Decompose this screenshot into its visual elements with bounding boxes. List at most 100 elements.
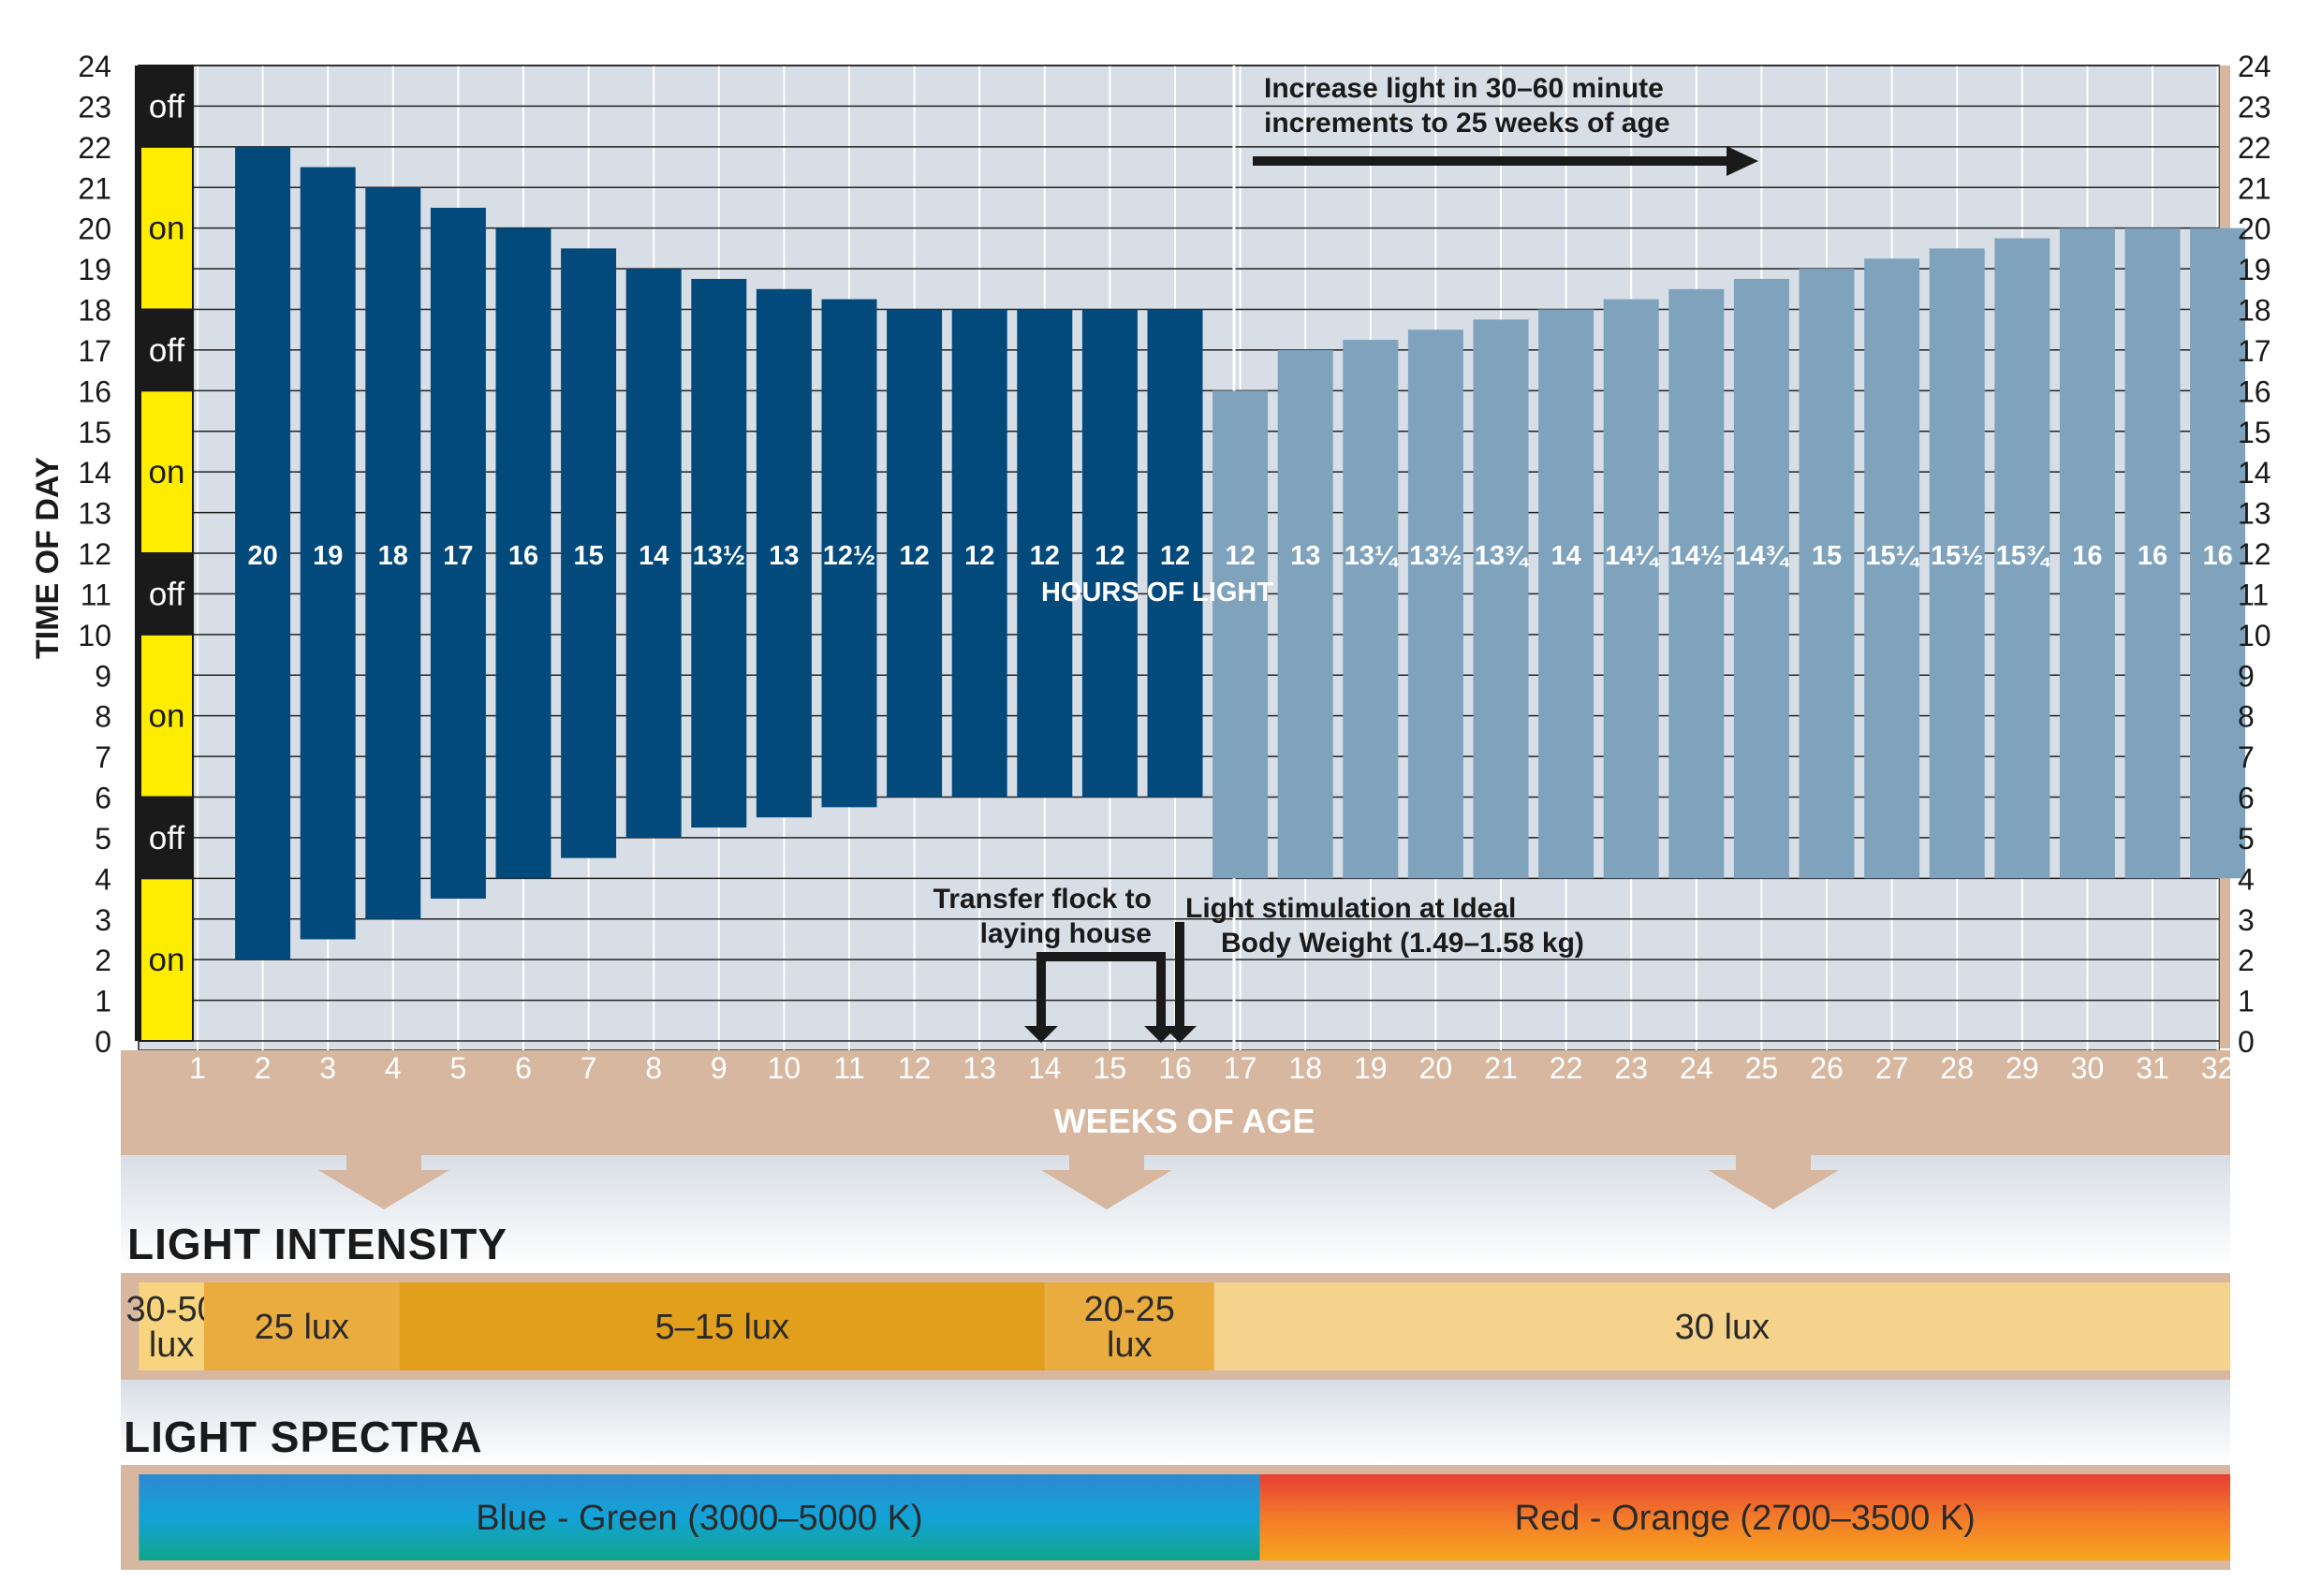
y-tick-left: 23 (78, 90, 111, 124)
intensity-band-label: 25 lux (255, 1308, 349, 1347)
bar-week-7 (561, 248, 617, 858)
transfer-annotation: Transfer flock to laying house (871, 882, 1152, 951)
bar-week-29 (1994, 238, 2050, 879)
y-tick-right: 5 (2238, 822, 2255, 856)
x-tick: 30 (2071, 1051, 2105, 1085)
y-tick-right: 1 (2238, 985, 2255, 1018)
x-tick: 28 (1940, 1051, 1974, 1085)
x-tick: 21 (1484, 1051, 1518, 1085)
y-tick-left: 6 (95, 782, 111, 815)
bar-label-week-22: 14 (1550, 541, 1580, 571)
y-tick-left: 18 (78, 294, 111, 328)
bar-week-16 (1147, 309, 1203, 798)
x-tick: 11 (833, 1051, 864, 1085)
spectra-band-label: Blue - Green (3000–5000 K) (476, 1499, 922, 1538)
day-strip-off-label: off (149, 576, 185, 612)
x-tick: 24 (1680, 1051, 1713, 1085)
bars-group (235, 146, 2246, 960)
down-arrow-middle (1041, 1155, 1172, 1209)
bar-label-week-16: 12 (1160, 541, 1190, 571)
day-strip-on-segment (140, 877, 194, 1042)
increase-light-line2: increments to 25 weeks of age (1264, 108, 1670, 139)
x-tick: 13 (963, 1051, 996, 1085)
x-tick: 32 (2201, 1051, 2235, 1085)
spectra-band (139, 1474, 1260, 1560)
stimulation-line2: Body Weight (1.49–1.58 kg) (1221, 928, 1584, 959)
day-strip-on-segment (140, 145, 194, 311)
bar-label-week-31: 16 (2138, 541, 2168, 571)
bar-labels-group: 20 19 18 17 16 15 14 13½ 13 12½ 12 12 12 12 12 12 13 13¼ 1… (247, 541, 2232, 571)
day-strip-off-label: off (149, 88, 185, 124)
bar-week-25 (1733, 278, 1789, 879)
light-spectra-title: LIGHT SPECTRA (124, 1413, 483, 1461)
x-tick: 18 (1288, 1051, 1322, 1085)
y-tick-left: 13 (78, 497, 111, 531)
y-tick-right: 24 (2238, 50, 2271, 83)
bar-label-week-21: 13¾ (1475, 541, 1530, 571)
bar-week-30 (2059, 227, 2115, 879)
y-tick-right: 19 (2238, 253, 2271, 286)
bar-week-10 (756, 288, 812, 818)
x-tick: 17 (1224, 1051, 1257, 1085)
bar-center-label: HOURS OF LIGHT (1041, 578, 1273, 608)
x-tick: 14 (1028, 1051, 1062, 1085)
bar-label-week-10: 13 (769, 541, 799, 571)
bar-week-11 (821, 299, 877, 808)
bar-label-week-18: 13 (1290, 541, 1320, 571)
day-strip-off-segment (140, 552, 194, 636)
intensity-band-label: 5–15 lux (654, 1308, 789, 1347)
y-tick-right: 0 (2238, 1025, 2255, 1059)
x-tick: 10 (768, 1051, 801, 1085)
y-tick-right: 17 (2238, 334, 2271, 368)
bar-label-week-3: 19 (313, 541, 343, 571)
x-tick: 26 (1810, 1051, 1844, 1085)
y-tick-left: 2 (95, 944, 111, 977)
spectra-band (1259, 1474, 2230, 1560)
bar-week-17 (1212, 390, 1269, 879)
y-tick-right: 23 (2238, 90, 2271, 124)
y-tick-left: 22 (78, 131, 111, 165)
y-tick-left: 16 (78, 374, 111, 408)
down-arrow-right (1708, 1155, 1839, 1209)
y-tick-left: 14 (78, 456, 111, 490)
x-tick: 2 (255, 1051, 272, 1085)
bar-label-week-11: 12½ (823, 541, 875, 571)
bar-label-week-17: 12 (1225, 541, 1255, 571)
stimulation-annotation: Light stimulation at Ideal Body Weight (… (1185, 891, 1691, 960)
x-tick: 25 (1745, 1051, 1779, 1085)
bar-label-week-13: 12 (964, 541, 994, 571)
y-tick-left: 17 (78, 334, 111, 368)
x-tick: 29 (2006, 1051, 2039, 1085)
day-strip-on-label: on (149, 942, 185, 978)
bar-week-14 (1017, 309, 1073, 798)
x-tick: 12 (898, 1051, 932, 1085)
bar-week-4 (365, 187, 421, 919)
y-tick-left: 10 (78, 619, 111, 652)
y-tick-right: 3 (2238, 903, 2255, 937)
day-strip-on-label: on (149, 211, 185, 247)
bar-label-week-8: 14 (639, 541, 669, 571)
bar-label-week-23: 14¼ (1605, 541, 1660, 571)
y-tick-left: 9 (95, 659, 111, 693)
bar-label-week-32: 16 (2202, 541, 2232, 571)
bar-week-26 (1799, 269, 1855, 879)
down-arrows (318, 1155, 1839, 1209)
x-tick: 1 (189, 1051, 206, 1085)
day-strip: off on off on off on off on (135, 65, 194, 1042)
bar-label-week-12: 12 (899, 541, 929, 571)
x-tick: 3 (319, 1051, 336, 1085)
x-tick: 5 (450, 1051, 467, 1085)
x-tick: 9 (711, 1051, 727, 1085)
y-tick-right: 15 (2238, 416, 2271, 449)
bar-week-24 (1668, 288, 1725, 879)
y-tick-right: 13 (2238, 497, 2271, 531)
x-tick: 31 (2136, 1051, 2169, 1085)
bar-week-9 (691, 278, 747, 828)
bar-label-week-24: 14½ (1670, 541, 1723, 571)
day-strip-off-label: off (149, 332, 185, 369)
y-tick-right: 18 (2238, 294, 2271, 328)
spectra-bands: Blue - Green (3000–5000 K) Red - Orange (… (139, 1474, 2230, 1560)
y-tick-right: 16 (2238, 374, 2271, 408)
bar-week-5 (430, 207, 486, 900)
